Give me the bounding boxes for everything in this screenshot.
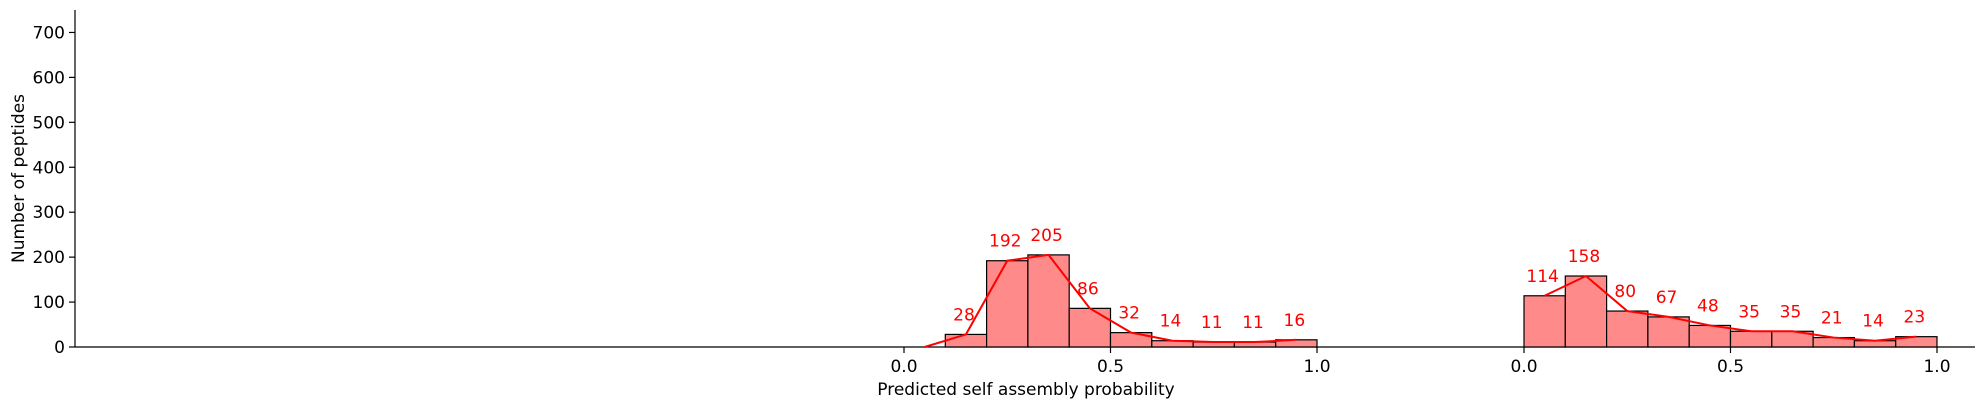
histogram-panels: 0.0 0.5 1.0 28 192 205 86 32 14 11 11 16 0.0 0.5 1.0 11… bbox=[75, 226, 1975, 377]
bar-count-label: 16 bbox=[1284, 311, 1306, 331]
bar-count-label: 35 bbox=[1780, 302, 1802, 322]
histogram-bar bbox=[1068, 307, 1112, 348]
bar-count-label: 35 bbox=[1738, 302, 1760, 322]
histogram-panel-2: 0.0 0.5 1.0 114 158 80 67 48 35 35 21 14 23 bbox=[1510, 247, 1950, 377]
bar-count-label: 21 bbox=[1821, 309, 1843, 329]
y-tick-label: 200 bbox=[33, 248, 65, 268]
histogram-bar bbox=[1647, 316, 1690, 348]
bar-count-label: 205 bbox=[1030, 226, 1062, 246]
kde-line bbox=[1544, 274, 1917, 342]
histogram-bar bbox=[985, 260, 1029, 348]
y-tick-label: 700 bbox=[33, 23, 65, 43]
histogram-bar bbox=[1027, 254, 1070, 348]
bar-count-label: 11 bbox=[1201, 313, 1223, 333]
y-tick-label: 100 bbox=[33, 293, 65, 313]
bar-count-label: 23 bbox=[1904, 308, 1926, 328]
y-tick-label: 400 bbox=[33, 158, 65, 178]
histogram-bar bbox=[1729, 330, 1773, 348]
y-axis-label: Number of peptides bbox=[9, 94, 29, 263]
bar-count-label: 32 bbox=[1118, 304, 1140, 324]
bar-count-label: 80 bbox=[1614, 282, 1636, 302]
x-tick-label: 0.0 bbox=[1510, 357, 1537, 377]
histogram-bar bbox=[1605, 310, 1649, 348]
x-tick-label: 0.0 bbox=[890, 357, 917, 377]
y-tick-label: 500 bbox=[33, 113, 65, 133]
bar-count-label: 28 bbox=[953, 305, 975, 325]
y-axis: 0 100 200 300 400 500 600 700 bbox=[33, 10, 76, 358]
bar-count-label: 14 bbox=[1160, 312, 1182, 332]
x-tick-label: 1.0 bbox=[1303, 357, 1330, 377]
histogram-panel-1: 0.0 0.5 1.0 28 192 205 86 32 14 11 11 16 bbox=[890, 226, 1330, 377]
histogram-bar bbox=[944, 333, 988, 348]
y-tick-label: 300 bbox=[33, 203, 65, 223]
kde-line bbox=[924, 253, 1297, 348]
bar-count-label: 192 bbox=[989, 232, 1021, 252]
histogram-bar bbox=[1688, 324, 1732, 348]
x-tick-label: 1.0 bbox=[1923, 357, 1950, 377]
x-tick-label: 0.5 bbox=[1717, 357, 1744, 377]
y-tick-label: 600 bbox=[33, 68, 65, 88]
histogram-bar bbox=[1564, 275, 1608, 348]
bar-count-label: 11 bbox=[1242, 313, 1264, 333]
bar-count-label: 114 bbox=[1526, 267, 1558, 287]
x-axis-label: Predicted self assembly probability bbox=[877, 380, 1174, 400]
bar-count-label: 86 bbox=[1077, 279, 1099, 299]
bar-count-label: 48 bbox=[1697, 296, 1719, 316]
y-tick-label: 0 bbox=[54, 338, 65, 358]
histogram-bar bbox=[1523, 295, 1566, 348]
x-tick-label: 0.5 bbox=[1097, 357, 1124, 377]
bar-count-label: 158 bbox=[1568, 247, 1600, 267]
bar-count-label: 14 bbox=[1862, 312, 1884, 332]
bar-count-label: 67 bbox=[1656, 288, 1678, 308]
